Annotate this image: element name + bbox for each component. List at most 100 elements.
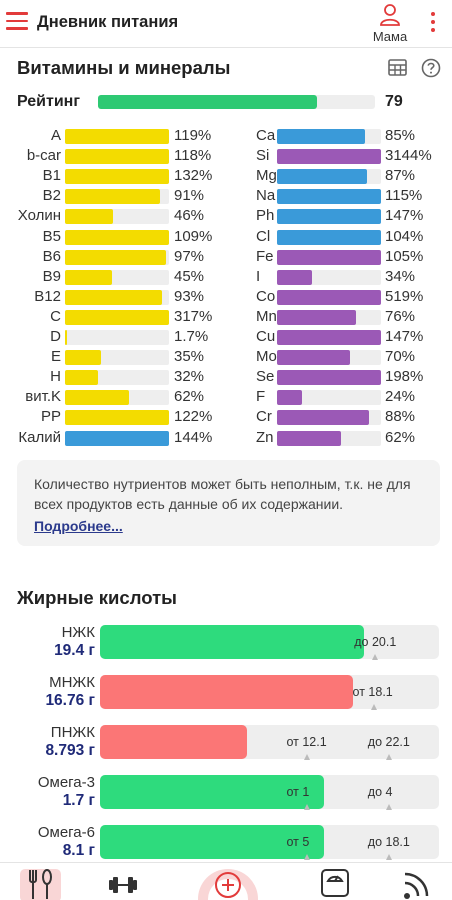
fatty-acid-amount: 19.4 г — [54, 642, 95, 659]
fatty-acid-range-label: до 22.1 — [367, 735, 410, 749]
dumbbell-icon[interactable] — [108, 863, 138, 900]
vitamin-percent: 109% — [174, 227, 213, 245]
vitamin-percent: 91% — [174, 187, 205, 205]
mineral-label: Co — [256, 287, 276, 305]
mineral-row: Ph 147% — [0, 206, 452, 226]
feed-icon[interactable] — [402, 863, 432, 900]
mineral-bar — [277, 209, 381, 225]
rating-bar — [98, 95, 375, 109]
fatty-acid-bar-fill — [100, 675, 353, 709]
vitamin-percent: 144% — [174, 428, 213, 446]
help-icon[interactable] — [420, 57, 442, 79]
mineral-bar — [277, 169, 381, 185]
fatty-acid-name: МНЖК — [49, 674, 95, 691]
table-view-icon[interactable] — [387, 57, 409, 79]
vitamin-label: вит.K — [25, 388, 61, 406]
menu-icon[interactable] — [6, 12, 28, 32]
mineral-row: F 24% — [0, 387, 452, 407]
vitamin-row: B2 91% — [0, 186, 452, 206]
more-options-icon[interactable] — [426, 10, 440, 34]
vitamin-bar-fill — [65, 149, 169, 165]
vitamin-bar-fill — [65, 189, 160, 205]
vitamin-bar-fill — [65, 209, 113, 225]
rating-value: 79 — [385, 93, 403, 110]
vitamin-bar-fill — [65, 370, 99, 386]
mineral-row: Fe 105% — [0, 247, 452, 267]
mineral-bar — [277, 370, 381, 386]
vitamin-percent: 46% — [174, 207, 205, 225]
info-text: Количество нутриентов может быть неполны… — [34, 476, 411, 512]
vitamin-bar-fill — [65, 390, 130, 406]
vitamin-row: H 32% — [0, 367, 452, 387]
info-box: Количество нутриентов может быть неполны… — [17, 460, 440, 546]
vitamin-row: B6 97% — [0, 247, 452, 267]
user-switch-button[interactable]: Мама — [366, 2, 414, 44]
mineral-label: Fe — [256, 247, 274, 265]
vitamin-row: Холин 46% — [0, 206, 452, 226]
vitamin-bar — [65, 129, 169, 144]
fatty-acid-range-label: до 4 — [367, 785, 393, 799]
vitamin-label: B2 — [42, 187, 61, 205]
user-name: Мама — [372, 29, 408, 44]
vitamin-percent: 45% — [174, 267, 205, 285]
scale-icon[interactable] — [320, 863, 350, 900]
fatty-acid-range-label: от 18.1 — [352, 685, 393, 699]
fatty-acid-name: Омега-3 — [37, 774, 95, 791]
food-icon[interactable] — [26, 863, 56, 900]
mineral-percent: 198% — [385, 368, 424, 386]
more-info-link[interactable]: Подробнее... — [34, 518, 123, 534]
rating-bar-fill — [98, 95, 317, 109]
vitamin-row: PP 122% — [0, 407, 452, 427]
vitamin-bar-fill — [65, 330, 67, 345]
mineral-bar-fill — [277, 169, 368, 185]
vitamin-bar-fill — [65, 410, 169, 426]
user-icon — [380, 4, 400, 26]
bottom-navigation — [0, 862, 452, 900]
vitamin-label: E — [50, 348, 61, 366]
vitamin-bar — [65, 350, 169, 366]
mineral-label: Ca — [256, 127, 276, 144]
vitamin-row: C 317% — [0, 307, 452, 327]
vitamin-bar — [65, 390, 169, 406]
vitamin-row: E 35% — [0, 347, 452, 367]
mineral-percent: 62% — [385, 428, 416, 446]
fatty-acid-amount: 8.1 г — [62, 842, 95, 859]
vitamin-row: B9 45% — [0, 267, 452, 287]
vitamin-row: Калий 144% — [0, 428, 452, 448]
fatty-acid-bar: от 18.1 — [100, 675, 439, 710]
mineral-bar-fill — [277, 309, 357, 325]
mineral-bar-fill — [277, 209, 381, 225]
mineral-row: Mo 70% — [0, 347, 452, 367]
vitamin-bar-fill — [65, 249, 166, 265]
mineral-bar — [277, 350, 381, 366]
mineral-label: Mn — [256, 307, 277, 325]
fatty-acid-row: Омега-3 1.7 г от 1 до 4 — [0, 774, 452, 811]
add-plus-icon[interactable] — [213, 863, 243, 900]
mineral-row: Si 3144% — [0, 146, 452, 166]
range-tick-mark — [385, 854, 392, 860]
vitamin-bar — [65, 370, 169, 386]
vitamin-row: B12 93% — [0, 287, 452, 307]
vitamin-row: вит.K 62% — [0, 387, 452, 407]
mineral-label: Ph — [256, 207, 275, 225]
mineral-percent: 24% — [385, 388, 416, 406]
fatty-acid-bar-fill — [100, 825, 324, 859]
app-title: Дневник питания — [37, 13, 179, 31]
vitamin-percent: 97% — [174, 247, 205, 265]
vitamin-bar — [65, 189, 169, 205]
mineral-label: Si — [256, 147, 270, 165]
fatty-acid-bar: до 20.1 — [100, 625, 439, 660]
vitamin-label: Холин — [17, 207, 61, 225]
mineral-bar-fill — [277, 189, 381, 205]
fatty-acid-bar: от 1 до 4 — [100, 775, 439, 810]
vitamin-bar-fill — [65, 309, 169, 325]
mineral-bar-fill — [277, 129, 366, 144]
mineral-percent: 3144% — [385, 147, 432, 165]
mineral-row: Se 198% — [0, 367, 452, 387]
vitamin-label: B9 — [42, 267, 61, 285]
vitamin-percent: 119% — [174, 127, 212, 144]
range-tick-mark — [304, 854, 311, 860]
mineral-percent: 76% — [385, 307, 416, 325]
vitamin-bar — [65, 289, 169, 305]
vitamin-bar-fill — [65, 350, 102, 366]
